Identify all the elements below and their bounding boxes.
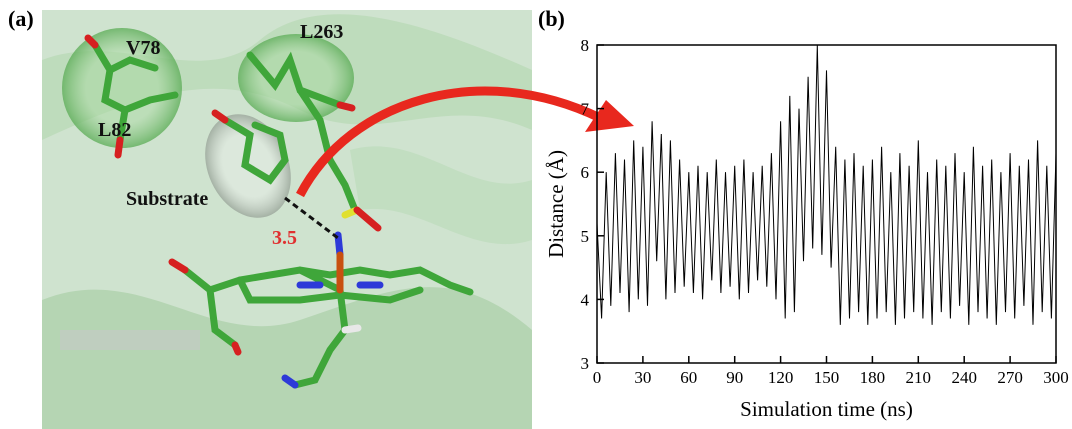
x-tick-label: 90 [726,368,743,387]
x-tick-label: 270 [997,368,1023,387]
y-tick-label: 7 [581,100,590,119]
distance-label: 3.5 [272,227,297,249]
arrow [296,86,602,198]
x-tick-label: 30 [634,368,651,387]
residue-label: L82 [98,119,131,141]
molecule-panel: (a) V78 L82 L263 Substrate 3.5 [8,6,532,429]
y-tick-label: 4 [581,290,590,309]
x-tick-label: 210 [906,368,932,387]
highlight [62,28,182,148]
x-tick-label: 180 [860,368,886,387]
sticks [91,41,474,389]
x-tick-label: 120 [768,368,794,387]
atoms [84,34,384,389]
y-axis-label: Distance (Å) [544,150,568,258]
residue-label: L263 [300,21,343,43]
ribbon [350,146,532,245]
y-tick-label: 3 [581,354,590,373]
y-tick-label: 6 [581,163,590,182]
ribbon [42,287,532,429]
residue-label: V78 [126,37,160,59]
x-tick-label: 0 [593,368,602,387]
x-tick-label: 240 [951,368,977,387]
substrate-label: Substrate [126,188,208,210]
y-tick-label: 5 [581,227,590,246]
x-tick-label: 60 [680,368,697,387]
data-line [596,44,1057,325]
x-tick-label: 150 [814,368,840,387]
x-tick-label: 300 [1043,368,1069,387]
panel-label: (a) [8,6,34,31]
panel-label: (b) [538,6,565,31]
y-tick-label: 8 [581,36,590,55]
ribbon [60,330,200,350]
distance-line [284,196,339,240]
x-axis-label: Simulation time (ns) [740,397,913,421]
